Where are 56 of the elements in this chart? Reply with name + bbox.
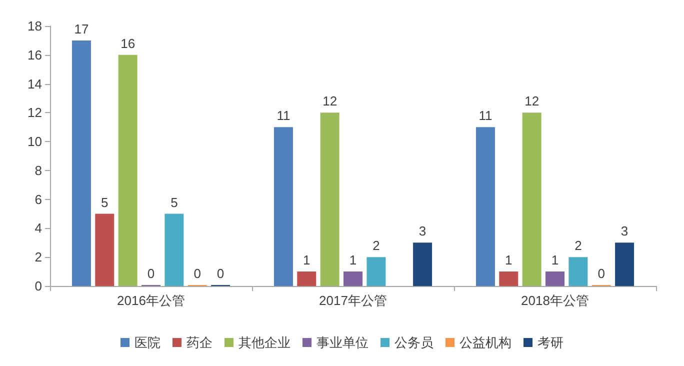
y-tick-label: 0 xyxy=(34,278,42,294)
bar xyxy=(546,272,564,286)
legend-label: 其他企业 xyxy=(238,335,290,350)
y-tick-label: 2 xyxy=(34,250,42,265)
data-label: 1 xyxy=(349,252,357,268)
bar xyxy=(164,214,184,286)
bar xyxy=(95,214,114,286)
legend-label: 考研 xyxy=(538,335,564,350)
bar xyxy=(320,112,340,286)
bar xyxy=(615,242,634,286)
data-label: 2 xyxy=(574,238,582,254)
data-label: 16 xyxy=(120,36,136,51)
y-tick-label: 4 xyxy=(34,220,42,236)
legend-label: 事业单位 xyxy=(316,335,368,350)
y-tick-label: 18 xyxy=(28,18,42,34)
data-label: 0 xyxy=(216,266,224,281)
bar xyxy=(476,127,495,286)
y-tick-label: 14 xyxy=(28,76,42,92)
data-label: 11 xyxy=(478,108,492,124)
legend-label: 药企 xyxy=(186,335,212,350)
data-label: 2 xyxy=(372,238,380,254)
bar xyxy=(499,272,518,286)
bar xyxy=(344,272,362,286)
x-tick-label: 2018年公管 xyxy=(521,293,589,308)
data-label: 12 xyxy=(524,94,540,109)
data-label: 17 xyxy=(74,21,89,36)
bar xyxy=(413,242,432,286)
y-tick-label: 16 xyxy=(28,47,42,62)
data-label: 1 xyxy=(303,252,310,268)
bar xyxy=(522,112,542,286)
data-label: 0 xyxy=(147,266,155,281)
y-tick-label: 10 xyxy=(28,134,42,150)
data-label: 0 xyxy=(598,266,605,281)
legend-label: 医院 xyxy=(134,335,160,350)
bar xyxy=(274,127,293,286)
data-label: 0 xyxy=(194,266,201,281)
bar xyxy=(297,272,316,286)
data-label: 5 xyxy=(101,194,108,210)
legend-label: 公务员 xyxy=(394,335,434,350)
y-tick-label: 6 xyxy=(34,192,42,207)
x-tick-label: 2016年公管 xyxy=(117,293,185,308)
data-label: 3 xyxy=(620,224,628,239)
data-label: 3 xyxy=(418,224,426,239)
data-label: 5 xyxy=(170,194,178,210)
data-label: 12 xyxy=(322,94,338,109)
bar xyxy=(568,257,588,286)
legend-label: 公益机构 xyxy=(460,335,512,350)
x-tick-label: 2017年公管 xyxy=(319,293,387,308)
data-label: 1 xyxy=(505,252,512,268)
bar xyxy=(72,40,91,286)
bar xyxy=(118,54,138,286)
y-tick-label: 8 xyxy=(34,162,42,178)
data-label: 11 xyxy=(276,108,290,124)
y-tick-label: 12 xyxy=(28,105,42,120)
data-label: 1 xyxy=(551,252,559,268)
bar xyxy=(366,257,386,286)
